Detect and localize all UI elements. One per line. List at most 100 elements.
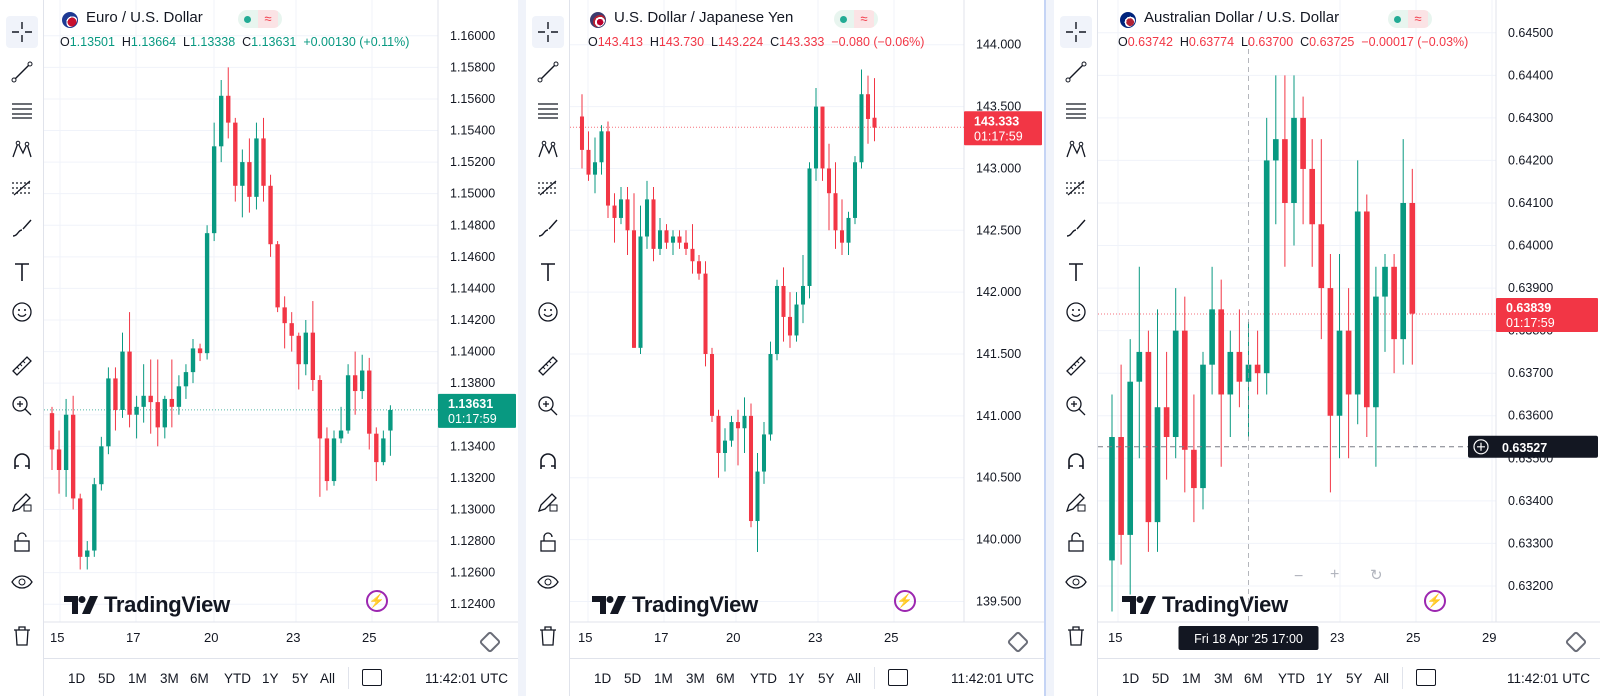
panel-divider[interactable]	[1044, 0, 1054, 696]
timeframe-3m[interactable]: 3M	[160, 671, 179, 686]
trend-line-icon[interactable]	[532, 56, 564, 88]
symbol-title[interactable]: Australian Dollar / U.S. Dollar	[1144, 9, 1340, 26]
text-icon[interactable]	[1060, 256, 1092, 288]
emoji-icon[interactable]	[6, 296, 38, 328]
timeframe-ytd[interactable]: YTD	[1278, 671, 1305, 686]
utc-clock[interactable]: 11:42:01 UTC	[950, 671, 1034, 686]
timeframe-1d[interactable]: 1D	[1122, 671, 1140, 686]
price-chart[interactable]: 1.16000 1.15800 1.15600 1.15400 1.15200 1.150…	[44, 0, 518, 658]
timeframe-6m[interactable]: 6M	[190, 671, 209, 686]
timeframe-all[interactable]: All	[1374, 671, 1390, 686]
timeframe-1y[interactable]: 1Y	[788, 671, 805, 686]
price-chart[interactable]: 0.64500 0.64400 0.64300 0.64200 0.64100 0.640…	[1098, 0, 1600, 658]
timeframe-ytd[interactable]: YTD	[750, 671, 777, 686]
date-range-icon[interactable]	[362, 669, 382, 686]
text-icon[interactable]	[532, 256, 564, 288]
zoom-in-icon[interactable]	[6, 390, 38, 422]
eye-icon[interactable]	[6, 566, 38, 598]
timeframe-6m[interactable]: 6M	[1244, 671, 1263, 686]
lock-pencil-icon[interactable]	[1060, 486, 1092, 518]
timeframe-ytd[interactable]: YTD	[224, 671, 251, 686]
magnet-icon[interactable]	[6, 446, 38, 478]
timeframe-5d[interactable]: 5D	[98, 671, 116, 686]
market-status-badge[interactable]: ≈	[834, 10, 878, 28]
zoom-in-icon[interactable]	[532, 390, 564, 422]
ruler-icon[interactable]	[6, 350, 38, 382]
lightning-icon[interactable]: ⚡	[1424, 590, 1446, 612]
timeframe-1y[interactable]: 1Y	[1316, 671, 1333, 686]
crosshair-icon[interactable]	[6, 16, 38, 48]
panel-divider[interactable]	[518, 0, 526, 696]
lock-pencil-icon[interactable]	[532, 486, 564, 518]
zoom-out-icon[interactable]: −	[1294, 568, 1304, 585]
date-range-icon[interactable]	[1416, 669, 1436, 686]
symbol-title[interactable]: U.S. Dollar / Japanese Yen	[614, 9, 794, 26]
lightning-icon[interactable]: ⚡	[894, 590, 916, 612]
magnet-icon[interactable]	[1060, 446, 1092, 478]
trash-icon[interactable]	[1060, 620, 1092, 652]
timeframe-5y[interactable]: 5Y	[1346, 671, 1363, 686]
horizontal-lines-icon[interactable]	[1060, 94, 1092, 126]
utc-clock[interactable]: 11:42:01 UTC	[424, 671, 508, 686]
pattern-icon[interactable]	[532, 134, 564, 166]
timeframe-all[interactable]: All	[320, 671, 336, 686]
market-status-badge[interactable]: ≈	[238, 10, 282, 28]
zoom-in-icon[interactable]	[1060, 390, 1092, 422]
candle-body	[296, 335, 301, 365]
fib-icon[interactable]	[6, 172, 38, 204]
unlock-icon[interactable]	[1060, 526, 1092, 558]
unlock-icon[interactable]	[6, 526, 38, 558]
market-status-badge[interactable]: ≈	[1388, 10, 1432, 28]
date-range-icon[interactable]	[888, 669, 908, 686]
timeframe-1y[interactable]: 1Y	[262, 671, 279, 686]
crosshair-icon[interactable]	[1060, 16, 1092, 48]
trend-line-icon[interactable]	[1060, 56, 1092, 88]
trash-icon[interactable]	[6, 620, 38, 652]
magnet-icon[interactable]	[532, 446, 564, 478]
tradingview-logo[interactable]: TradingView	[1122, 592, 1288, 618]
emoji-icon[interactable]	[532, 296, 564, 328]
tradingview-logo[interactable]: TradingView	[64, 592, 230, 618]
timeframe-5y[interactable]: 5Y	[818, 671, 835, 686]
fib-icon[interactable]	[532, 172, 564, 204]
unlock-icon[interactable]	[532, 526, 564, 558]
lock-pencil-icon[interactable]	[6, 486, 38, 518]
timeframe-all[interactable]: All	[846, 671, 862, 686]
ruler-icon[interactable]	[532, 350, 564, 382]
horizontal-lines-icon[interactable]	[532, 94, 564, 126]
ruler-icon[interactable]	[1060, 350, 1092, 382]
timeframe-3m[interactable]: 3M	[1214, 671, 1233, 686]
trash-icon[interactable]	[532, 620, 564, 652]
timeframe-5d[interactable]: 5D	[624, 671, 642, 686]
reset-icon[interactable]: ↻	[1370, 567, 1383, 584]
timeframe-1d[interactable]: 1D	[68, 671, 86, 686]
zoom-in-icon[interactable]: +	[1330, 566, 1340, 583]
brush-icon[interactable]	[6, 212, 38, 244]
timeframe-1m[interactable]: 1M	[128, 671, 147, 686]
tradingview-logo[interactable]: TradingView	[592, 592, 758, 618]
timeframe-6m[interactable]: 6M	[716, 671, 735, 686]
symbol-title[interactable]: Euro / U.S. Dollar	[86, 9, 203, 26]
trend-line-icon[interactable]	[6, 56, 38, 88]
timeframe-1m[interactable]: 1M	[1182, 671, 1201, 686]
timeframe-1d[interactable]: 1D	[594, 671, 612, 686]
brush-icon[interactable]	[532, 212, 564, 244]
timeframe-3m[interactable]: 3M	[686, 671, 705, 686]
timeframe-5y[interactable]: 5Y	[292, 671, 309, 686]
horizontal-lines-icon[interactable]	[6, 94, 38, 126]
crosshair-icon[interactable]	[532, 16, 564, 48]
utc-clock[interactable]: 11:42:01 UTC	[1506, 671, 1590, 686]
brush-icon[interactable]	[1060, 212, 1092, 244]
eye-icon[interactable]	[1060, 566, 1092, 598]
price-chart[interactable]: 144.000 143.500 143.000 142.500 142.000 141.5…	[570, 0, 1044, 658]
pattern-icon[interactable]	[6, 134, 38, 166]
emoji-icon[interactable]	[1060, 296, 1092, 328]
text-icon[interactable]	[6, 256, 38, 288]
timeframe-5d[interactable]: 5D	[1152, 671, 1170, 686]
au-us-flag-icon	[1120, 12, 1136, 28]
pattern-icon[interactable]	[1060, 134, 1092, 166]
eye-icon[interactable]	[532, 566, 564, 598]
timeframe-1m[interactable]: 1M	[654, 671, 673, 686]
fib-icon[interactable]	[1060, 172, 1092, 204]
lightning-icon[interactable]: ⚡	[366, 590, 388, 612]
